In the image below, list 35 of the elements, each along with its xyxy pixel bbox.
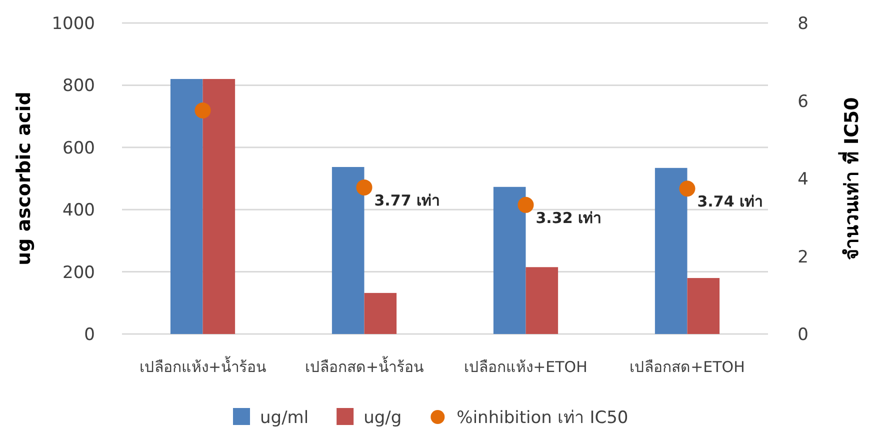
x-tick-label: เปลือกสด+น้ำร้อน — [304, 356, 424, 376]
bar — [170, 78, 203, 334]
x-tick-label: เปลือกแห้ง+ETOH — [464, 358, 588, 376]
x-tick-label: เปลือกสด+ETOH — [630, 358, 745, 376]
data-label: 3.77 เท่า — [374, 191, 440, 210]
y-tick-label: 1000 — [52, 14, 95, 34]
y2-tick-label: 2 — [798, 247, 808, 268]
y2-tick-label: 8 — [798, 14, 808, 34]
bar — [202, 78, 236, 334]
point — [679, 180, 696, 197]
y2-tick-label: 0 — [798, 325, 808, 345]
bar — [493, 186, 526, 334]
y-tick-label: 400 — [62, 200, 95, 221]
y-tick-label: 200 — [62, 262, 95, 283]
x-tick-label: เปลือกแห้ง+น้ำร้อน — [139, 356, 266, 376]
y2-tick-label: 6 — [798, 92, 808, 112]
bar — [654, 168, 688, 334]
bar — [687, 278, 720, 334]
data-label: 3.74 เท่า — [697, 192, 762, 211]
bar — [364, 292, 397, 334]
point — [194, 102, 211, 118]
data-label: 3.32 เท่า — [536, 208, 601, 227]
bar — [332, 166, 364, 334]
y2-tick-label: 4 — [798, 170, 808, 190]
legend-label: ug/ml — [260, 408, 309, 428]
legend-label: ug/g — [364, 408, 402, 428]
bar — [526, 267, 558, 334]
y-axis-title: ug ascorbic acid — [13, 92, 35, 266]
legend-label: %inhibition เท่า IC50 — [456, 408, 628, 428]
y-tick-label: 800 — [62, 76, 95, 96]
y-tick-label: 600 — [62, 138, 95, 158]
y2-axis-title: จำนวนเท่า ที่ IC50 — [838, 97, 863, 260]
point — [356, 179, 372, 196]
y-tick-label: 0 — [84, 325, 95, 345]
point — [518, 196, 534, 213]
